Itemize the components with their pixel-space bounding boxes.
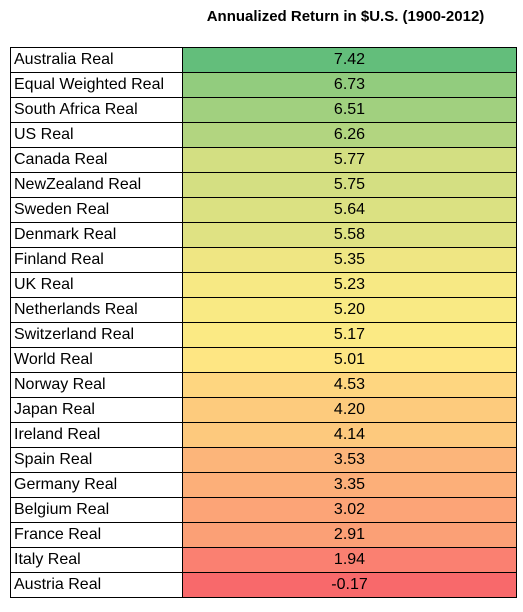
table-row: Netherlands Real 5.20 — [10, 297, 517, 323]
table-row: Ireland Real 4.14 — [10, 422, 517, 448]
row-value: -0.17 — [182, 572, 517, 598]
table-row: South Africa Real 6.51 — [10, 97, 517, 123]
table-body: Australia Real 7.42 Equal Weighted Real 6.7… — [10, 47, 517, 598]
table-row: Switzerland Real 5.17 — [10, 322, 517, 348]
row-label: Spain Real — [10, 447, 183, 473]
row-label: Ireland Real — [10, 422, 183, 448]
row-label: Switzerland Real — [10, 322, 183, 348]
row-value: 2.91 — [182, 522, 517, 548]
table-row: World Real 5.01 — [10, 347, 517, 373]
table-row: Norway Real 4.53 — [10, 372, 517, 398]
row-label: Finland Real — [10, 247, 183, 273]
row-label: Denmark Real — [10, 222, 183, 248]
row-value: 5.23 — [182, 272, 517, 298]
row-label: Germany Real — [10, 472, 183, 498]
row-label: Japan Real — [10, 397, 183, 423]
row-label: South Africa Real — [10, 97, 183, 123]
row-value: 1.94 — [182, 547, 517, 573]
row-value: 5.01 — [182, 347, 517, 373]
table-row: US Real 6.26 — [10, 122, 517, 148]
chart-title: Annualized Return in $U.S. (1900-2012) — [206, 8, 485, 25]
table-row: Finland Real 5.35 — [10, 247, 517, 273]
row-value: 4.20 — [182, 397, 517, 423]
row-value: 7.42 — [182, 47, 517, 73]
table-row: Sweden Real 5.64 — [10, 197, 517, 223]
row-value: 6.73 — [182, 72, 517, 98]
table-row: Belgium Real 3.02 — [10, 497, 517, 523]
row-value: 6.26 — [182, 122, 517, 148]
table-row: UK Real 5.23 — [10, 272, 517, 298]
table-row: Canada Real 5.77 — [10, 147, 517, 173]
table-row: Equal Weighted Real 6.73 — [10, 72, 517, 98]
table-row: Austria Real -0.17 — [10, 572, 517, 598]
row-value: 4.14 — [182, 422, 517, 448]
row-value: 5.17 — [182, 322, 517, 348]
row-label: Netherlands Real — [10, 297, 183, 323]
row-label: Norway Real — [10, 372, 183, 398]
row-value: 3.02 — [182, 497, 517, 523]
row-label: Belgium Real — [10, 497, 183, 523]
row-value: 6.51 — [182, 97, 517, 123]
table-row: NewZealand Real 5.75 — [10, 172, 517, 198]
row-label: NewZealand Real — [10, 172, 183, 198]
row-value: 4.53 — [182, 372, 517, 398]
table-row: Spain Real 3.53 — [10, 447, 517, 473]
row-value: 5.58 — [182, 222, 517, 248]
table-row: Denmark Real 5.58 — [10, 222, 517, 248]
row-value: 5.64 — [182, 197, 517, 223]
row-value: 5.75 — [182, 172, 517, 198]
row-label: Italy Real — [10, 547, 183, 573]
table-row: Italy Real 1.94 — [10, 547, 517, 573]
row-label: Sweden Real — [10, 197, 183, 223]
row-label: US Real — [10, 122, 183, 148]
row-value: 5.35 — [182, 247, 517, 273]
row-label: Austria Real — [10, 572, 183, 598]
returns-table: Australia Real 7.42 Equal Weighted Real 6.7… — [10, 47, 517, 598]
row-label: Australia Real — [10, 47, 183, 73]
row-value: 5.77 — [182, 147, 517, 173]
row-label: World Real — [10, 347, 183, 373]
table-row: Germany Real 3.35 — [10, 472, 517, 498]
row-value: 3.53 — [182, 447, 517, 473]
table-row: Japan Real 4.20 — [10, 397, 517, 423]
row-label: UK Real — [10, 272, 183, 298]
table-row: France Real 2.91 — [10, 522, 517, 548]
row-value: 5.20 — [182, 297, 517, 323]
row-label: Equal Weighted Real — [10, 72, 183, 98]
row-label: Canada Real — [10, 147, 183, 173]
row-label: France Real — [10, 522, 183, 548]
row-value: 3.35 — [182, 472, 517, 498]
table-row: Australia Real 7.42 — [10, 47, 517, 73]
